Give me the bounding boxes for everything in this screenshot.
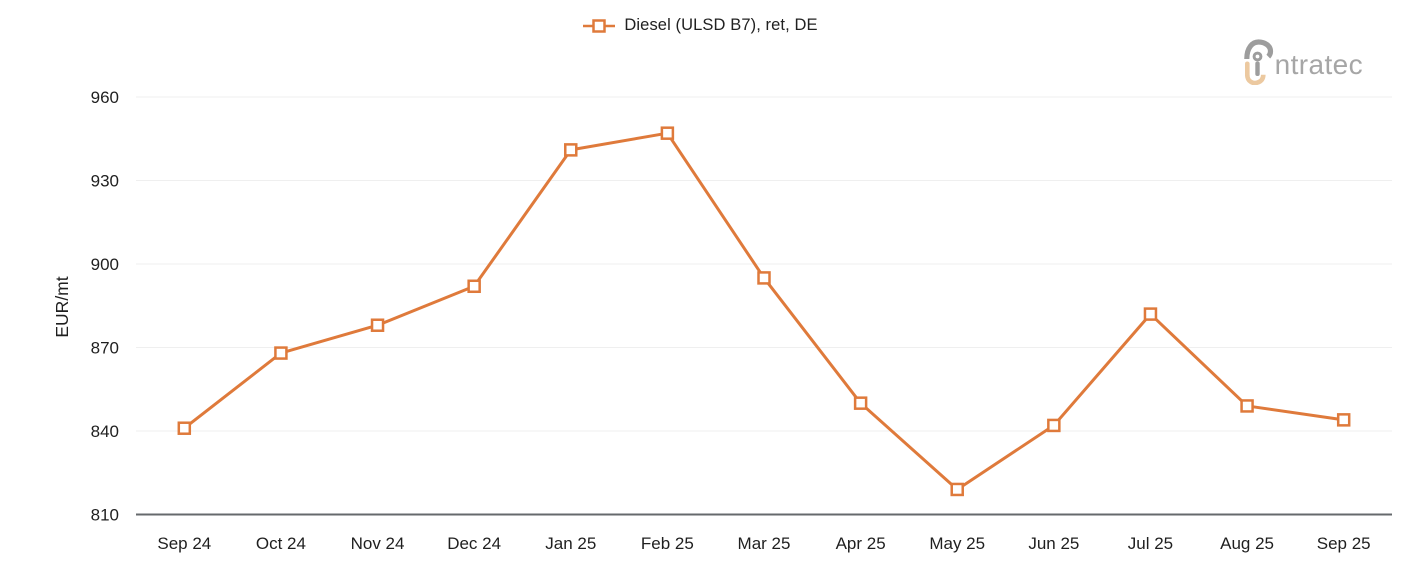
x-tick-label: Sep 24 [157, 534, 211, 553]
x-tick-label: Jan 25 [545, 534, 596, 553]
data-point-marker[interactable] [274, 346, 288, 360]
data-point-marker[interactable] [757, 271, 771, 285]
y-tick-label: 900 [91, 255, 119, 274]
data-point-marker[interactable] [467, 279, 481, 294]
y-tick-label: 840 [91, 422, 119, 441]
data-point-marker[interactable] [370, 318, 385, 332]
legend-series-marker-icon [583, 18, 616, 33]
legend-series-label: Diesel (ULSD B7), ret, DE [624, 16, 818, 34]
y-tick-label: 870 [91, 339, 119, 358]
x-tick-label: Feb 25 [641, 534, 694, 553]
x-tick-label: Aug 25 [1220, 534, 1274, 553]
intratec-logo: ntratec [1243, 39, 1363, 85]
chart-legend-item[interactable]: Diesel (ULSD B7), ret, DE [0, 16, 1401, 35]
data-point-marker[interactable] [177, 421, 192, 435]
x-tick-label: Dec 24 [447, 534, 501, 553]
data-point-marker[interactable] [1336, 413, 1351, 427]
series-line[interactable] [183, 131, 1344, 491]
y-tick-label: 960 [91, 88, 119, 107]
intratec-logo-icon [1243, 39, 1273, 85]
data-point-marker[interactable] [1047, 418, 1061, 433]
x-tick-label: Mar 25 [738, 534, 791, 553]
y-axis-title: EUR/mt [52, 276, 72, 337]
x-tick-label: Sep 25 [1317, 534, 1371, 553]
x-tick-label: Nov 24 [351, 534, 405, 553]
x-tick-label: Oct 24 [256, 534, 306, 553]
data-point-marker[interactable] [660, 126, 675, 140]
data-point-marker[interactable] [950, 482, 964, 497]
data-point-marker[interactable] [1240, 399, 1254, 413]
x-tick-label: Jul 25 [1128, 534, 1173, 553]
data-point-marker[interactable] [853, 396, 868, 410]
x-tick-label: Apr 25 [836, 534, 886, 553]
data-point-marker[interactable] [1143, 307, 1158, 321]
y-tick-label: 930 [91, 172, 119, 191]
y-tick-label: 810 [91, 506, 119, 525]
data-point-marker[interactable] [564, 143, 578, 157]
intratec-logo-text: ntratec [1274, 49, 1363, 80]
x-tick-label: Jun 25 [1028, 534, 1079, 553]
x-tick-label: May 25 [929, 534, 985, 553]
